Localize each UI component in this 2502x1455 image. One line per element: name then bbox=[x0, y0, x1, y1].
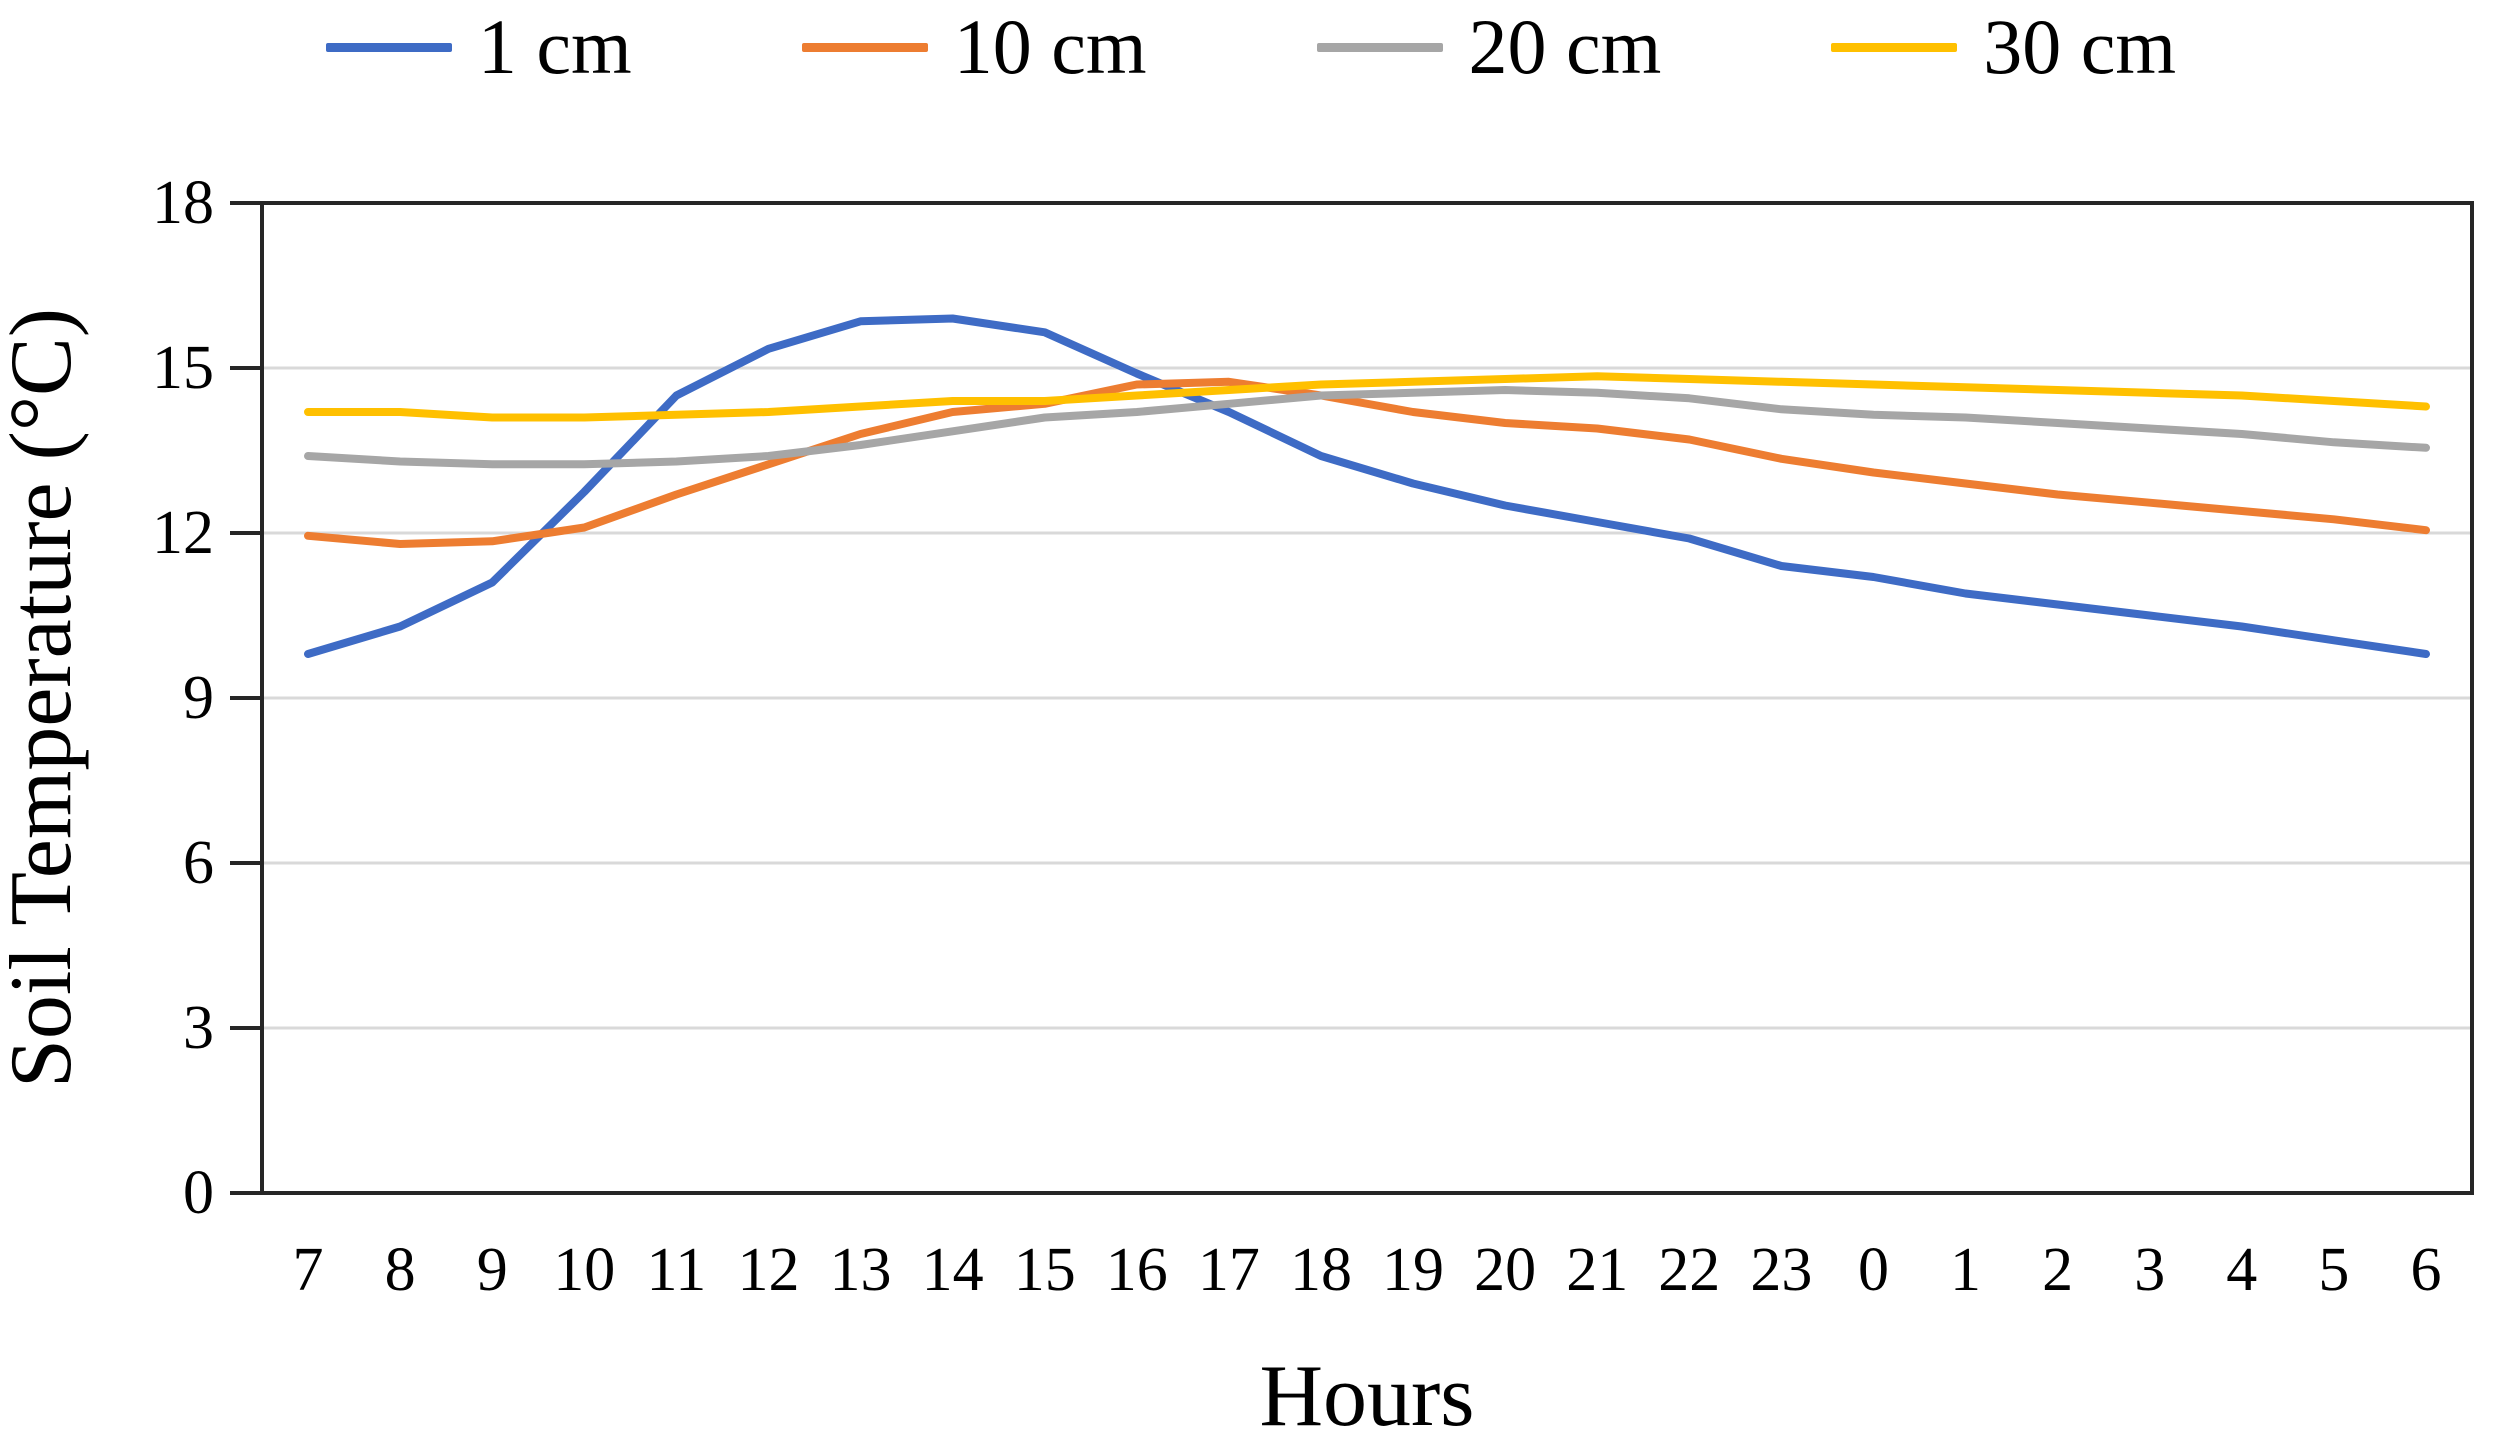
series-line-10cm bbox=[304, 377, 2430, 548]
legend-item-1cm: 1 cm bbox=[325, 3, 632, 90]
legend-swatch-10cm bbox=[801, 42, 928, 52]
x-tick-label: 14 bbox=[922, 1236, 984, 1304]
x-tick-label: 21 bbox=[1566, 1236, 1628, 1304]
legend-item-20cm: 20 cm bbox=[1316, 3, 1662, 90]
x-tick-label: 18 bbox=[1290, 1236, 1352, 1304]
x-tick-label: 11 bbox=[647, 1236, 707, 1304]
series-line-20cm bbox=[304, 386, 2430, 469]
x-tick-label: 3 bbox=[2134, 1236, 2165, 1304]
legend-item-30cm: 30 cm bbox=[1831, 8, 2176, 86]
x-tick-label: 16 bbox=[1106, 1236, 1168, 1304]
x-tick-label: 2 bbox=[2042, 1236, 2073, 1304]
legend-swatch-20cm bbox=[1316, 42, 1443, 52]
x-tick-label: 8 bbox=[385, 1236, 416, 1304]
x-tick-label: 23 bbox=[1750, 1236, 1812, 1304]
x-tick-label: 20 bbox=[1474, 1236, 1536, 1304]
x-tick-label: 17 bbox=[1198, 1236, 1260, 1304]
legend-label-10cm: 10 cm bbox=[953, 3, 1147, 90]
legend-item-10cm: 10 cm bbox=[801, 3, 1147, 90]
x-tick-label: 10 bbox=[553, 1236, 615, 1304]
y-tick-label: 9 bbox=[183, 664, 214, 732]
x-tick-label: 22 bbox=[1658, 1236, 1720, 1304]
x-tick-label: 4 bbox=[2226, 1236, 2257, 1304]
x-tick-label: 5 bbox=[2318, 1236, 2349, 1304]
x-tick-label: 0 bbox=[1858, 1236, 1889, 1304]
legend-label-20cm: 20 cm bbox=[1468, 3, 1662, 90]
legend-swatch-30cm bbox=[1831, 42, 1958, 52]
x-tick-label: 19 bbox=[1382, 1236, 1444, 1304]
x-tick-label: 1 bbox=[1950, 1236, 1981, 1304]
x-tick-label: 9 bbox=[477, 1236, 508, 1304]
x-tick-label: 6 bbox=[2410, 1236, 2441, 1304]
chart-legend: 1 cm 10 cm 20 cm 30 cm bbox=[0, 8, 2502, 86]
x-tick-label: 13 bbox=[830, 1236, 892, 1304]
x-tick-label: 12 bbox=[737, 1236, 799, 1304]
series-line-30cm bbox=[304, 372, 2430, 422]
y-axis-title: Soil Temperature (°C) bbox=[0, 308, 90, 1088]
y-tick-label: 12 bbox=[152, 499, 214, 567]
y-tick-label: 15 bbox=[152, 334, 214, 402]
y-tick-label: 0 bbox=[183, 1159, 214, 1227]
legend-label-1cm: 1 cm bbox=[477, 3, 632, 90]
x-tick-label: 15 bbox=[1014, 1236, 1076, 1304]
legend-label-30cm: 30 cm bbox=[1983, 3, 2177, 90]
legend-swatch-1cm bbox=[325, 42, 452, 52]
x-tick-label: 7 bbox=[293, 1236, 324, 1304]
y-tick-label: 3 bbox=[183, 994, 214, 1062]
y-tick-label: 6 bbox=[183, 829, 214, 897]
x-axis-title: Hours bbox=[1259, 1348, 1474, 1445]
y-tick-label: 18 bbox=[152, 169, 214, 237]
